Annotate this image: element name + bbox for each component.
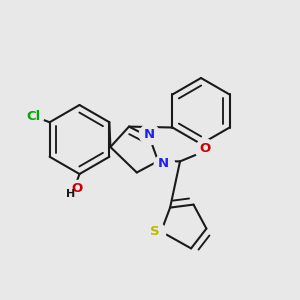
Text: Cl: Cl [26, 110, 40, 123]
Text: O: O [199, 142, 211, 155]
Text: S: S [150, 225, 159, 238]
Text: O: O [71, 182, 83, 196]
Text: N: N [158, 157, 169, 170]
Text: N: N [144, 128, 155, 141]
Text: H: H [67, 189, 76, 200]
